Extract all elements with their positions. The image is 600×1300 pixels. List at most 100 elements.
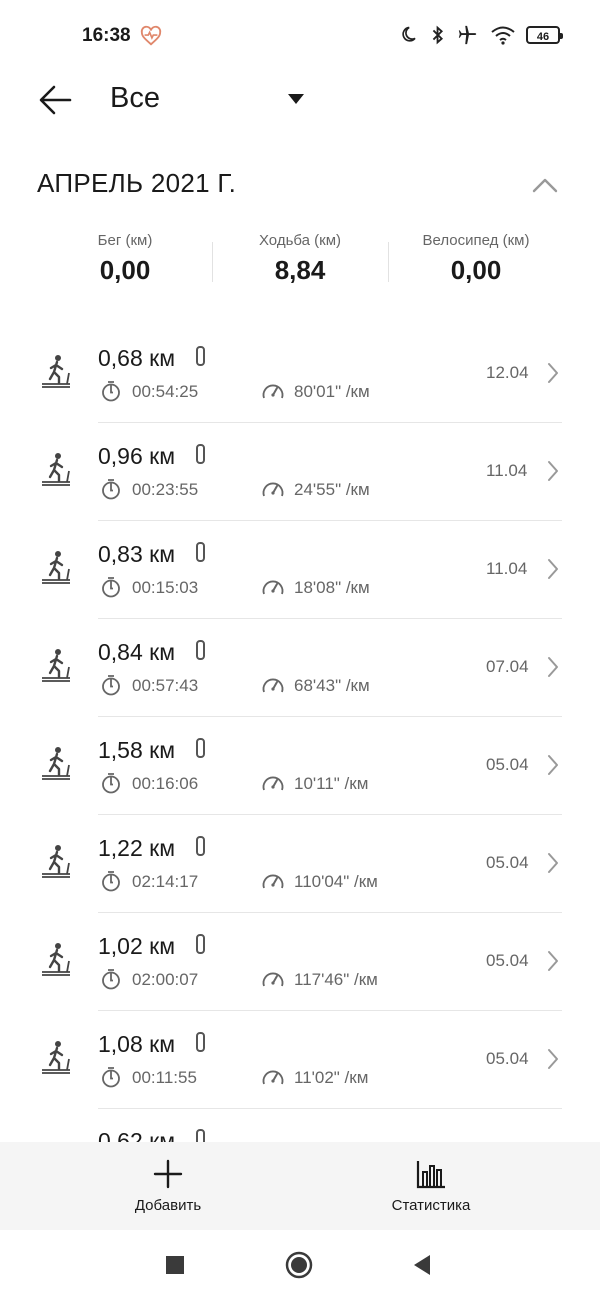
- pace-gauge-icon: [261, 968, 285, 990]
- workout-date: 05.04: [486, 853, 529, 872]
- home-circle-icon[interactable]: [284, 1250, 314, 1280]
- workout-duration: 00:11:55: [132, 1068, 197, 1087]
- system-nav-bar: [0, 1230, 600, 1300]
- workout-duration: 00:15:03: [132, 578, 199, 597]
- workout-date: 11.04: [486, 461, 528, 480]
- workout-row[interactable]: 1,08 км 00:11:55 11'02" /км 05.04: [0, 1011, 600, 1109]
- workout-pace: 80'01" /км: [294, 382, 370, 401]
- summary-value: 8,84: [274, 255, 326, 285]
- workout-distance: 0,96 км: [98, 443, 176, 469]
- treadmill-walk-icon: [40, 353, 72, 389]
- workout-row[interactable]: 0,96 км 00:23:55 24'55" /км 11.04: [0, 423, 600, 521]
- back-triangle-icon[interactable]: [408, 1250, 438, 1280]
- workout-date: 05.04: [486, 755, 529, 774]
- row-divider: [98, 1108, 562, 1109]
- workout-date: 07.04: [486, 657, 529, 676]
- band-icon: [196, 640, 205, 660]
- workout-row[interactable]: 0,84 км 00:57:43 68'43" /км 07.04: [0, 619, 600, 717]
- row-divider: [98, 422, 562, 423]
- workout-pace: 68'43" /км: [294, 676, 370, 695]
- bluetooth-icon: [432, 25, 444, 45]
- row-divider: [98, 912, 562, 913]
- band-icon: [196, 934, 205, 954]
- workout-pace: 10'11" /км: [294, 774, 369, 793]
- bar-chart-icon: [416, 1161, 445, 1189]
- add-workout-button[interactable]: Добавить: [68, 1142, 268, 1230]
- workout-distance: 1,02 км: [98, 933, 176, 959]
- summary-value: 0,00: [99, 255, 151, 285]
- chevron-right-icon[interactable]: [546, 557, 560, 581]
- summary-walking: Ходьба (км) 8,84: [225, 232, 375, 286]
- workout-duration: 00:23:55: [132, 480, 199, 499]
- workout-duration: 00:54:25: [132, 382, 199, 401]
- treadmill-walk-icon: [40, 451, 72, 487]
- pace-gauge-icon: [261, 1066, 285, 1088]
- band-icon: [196, 346, 205, 366]
- workout-duration: 02:14:17: [132, 872, 199, 891]
- stopwatch-icon: [100, 380, 122, 402]
- workout-pace: 110'04" /км: [294, 872, 378, 891]
- plus-icon: [153, 1159, 183, 1189]
- row-divider: [98, 1010, 562, 1011]
- stopwatch-icon: [100, 968, 122, 990]
- row-divider: [98, 716, 562, 717]
- treadmill-walk-icon: [40, 843, 72, 879]
- chevron-right-icon[interactable]: [546, 851, 560, 875]
- caret-down-icon[interactable]: [288, 94, 304, 104]
- status-time: 16:38: [82, 25, 131, 46]
- pace-gauge-icon: [261, 772, 285, 794]
- pace-gauge-icon: [261, 380, 285, 402]
- pace-gauge-icon: [261, 478, 285, 500]
- chevron-right-icon[interactable]: [546, 753, 560, 777]
- treadmill-walk-icon: [40, 1039, 72, 1075]
- statistics-label: Статистика: [391, 1197, 471, 1214]
- statistics-button[interactable]: Статистика: [331, 1142, 531, 1230]
- workout-date: 05.04: [486, 951, 529, 970]
- band-icon: [196, 738, 205, 758]
- bottom-action-bar: Добавить Статистика: [0, 1142, 600, 1230]
- workout-row[interactable]: 1,58 км 00:16:06 10'11" /км 05.04: [0, 717, 600, 815]
- pace-gauge-icon: [261, 870, 285, 892]
- workout-pace: 11'02" /км: [294, 1068, 369, 1087]
- app-bar: Все: [0, 70, 600, 130]
- battery-icon: 46: [526, 26, 563, 44]
- status-bar: 16:38 46: [0, 0, 600, 70]
- divider: [212, 242, 213, 282]
- activity-filter-dropdown[interactable]: Все: [110, 82, 160, 114]
- stopwatch-icon: [100, 674, 122, 696]
- wifi-icon: [491, 26, 515, 45]
- summary-label: Ходьба (км): [258, 232, 342, 249]
- treadmill-walk-icon: [40, 647, 72, 683]
- chevron-right-icon[interactable]: [546, 1047, 560, 1071]
- workout-duration: 00:57:43: [132, 676, 199, 695]
- workout-row[interactable]: 1,22 км 02:14:17 110'04" /км 05.04: [0, 815, 600, 913]
- workout-row[interactable]: 1,02 км 02:00:07 117'46" /км 05.04: [0, 913, 600, 1011]
- pace-gauge-icon: [261, 674, 285, 696]
- workout-distance: 1,58 км: [98, 737, 176, 763]
- summary-label: Велосипед (км): [422, 232, 530, 249]
- monthly-summary: Бег (км) 0,00 Ходьба (км) 8,84 Велосипед…: [0, 232, 600, 302]
- workout-pace: 24'55" /км: [294, 480, 370, 499]
- workout-distance: 0,84 км: [98, 639, 176, 665]
- summary-value: 0,00: [450, 255, 502, 285]
- airplane-icon: [458, 25, 477, 45]
- stopwatch-icon: [100, 576, 122, 598]
- add-label: Добавить: [134, 1197, 202, 1214]
- workout-date: 05.04: [486, 1049, 529, 1068]
- chevron-right-icon[interactable]: [546, 361, 560, 385]
- chevron-right-icon[interactable]: [546, 655, 560, 679]
- back-arrow-icon[interactable]: [36, 80, 76, 120]
- recents-square-icon[interactable]: [160, 1250, 190, 1280]
- chevron-up-icon[interactable]: [530, 174, 560, 196]
- month-header[interactable]: АПРЕЛЬ 2021 Г.: [0, 160, 600, 210]
- workout-distance: 0,68 км: [98, 345, 176, 371]
- chevron-right-icon[interactable]: [546, 459, 560, 483]
- workout-row[interactable]: 0,83 км 00:15:03 18'08" /км 11.04: [0, 521, 600, 619]
- workout-distance: 1,08 км: [98, 1031, 176, 1057]
- stopwatch-icon: [100, 1066, 122, 1088]
- chevron-right-icon[interactable]: [546, 949, 560, 973]
- workout-distance: 1,22 км: [98, 835, 176, 861]
- workout-row[interactable]: 0,68 км 00:54:25 80'01" /км 12.04: [0, 325, 600, 423]
- month-title: АПРЕЛЬ 2021 Г.: [37, 168, 237, 198]
- workout-distance: 0,83 км: [98, 541, 176, 567]
